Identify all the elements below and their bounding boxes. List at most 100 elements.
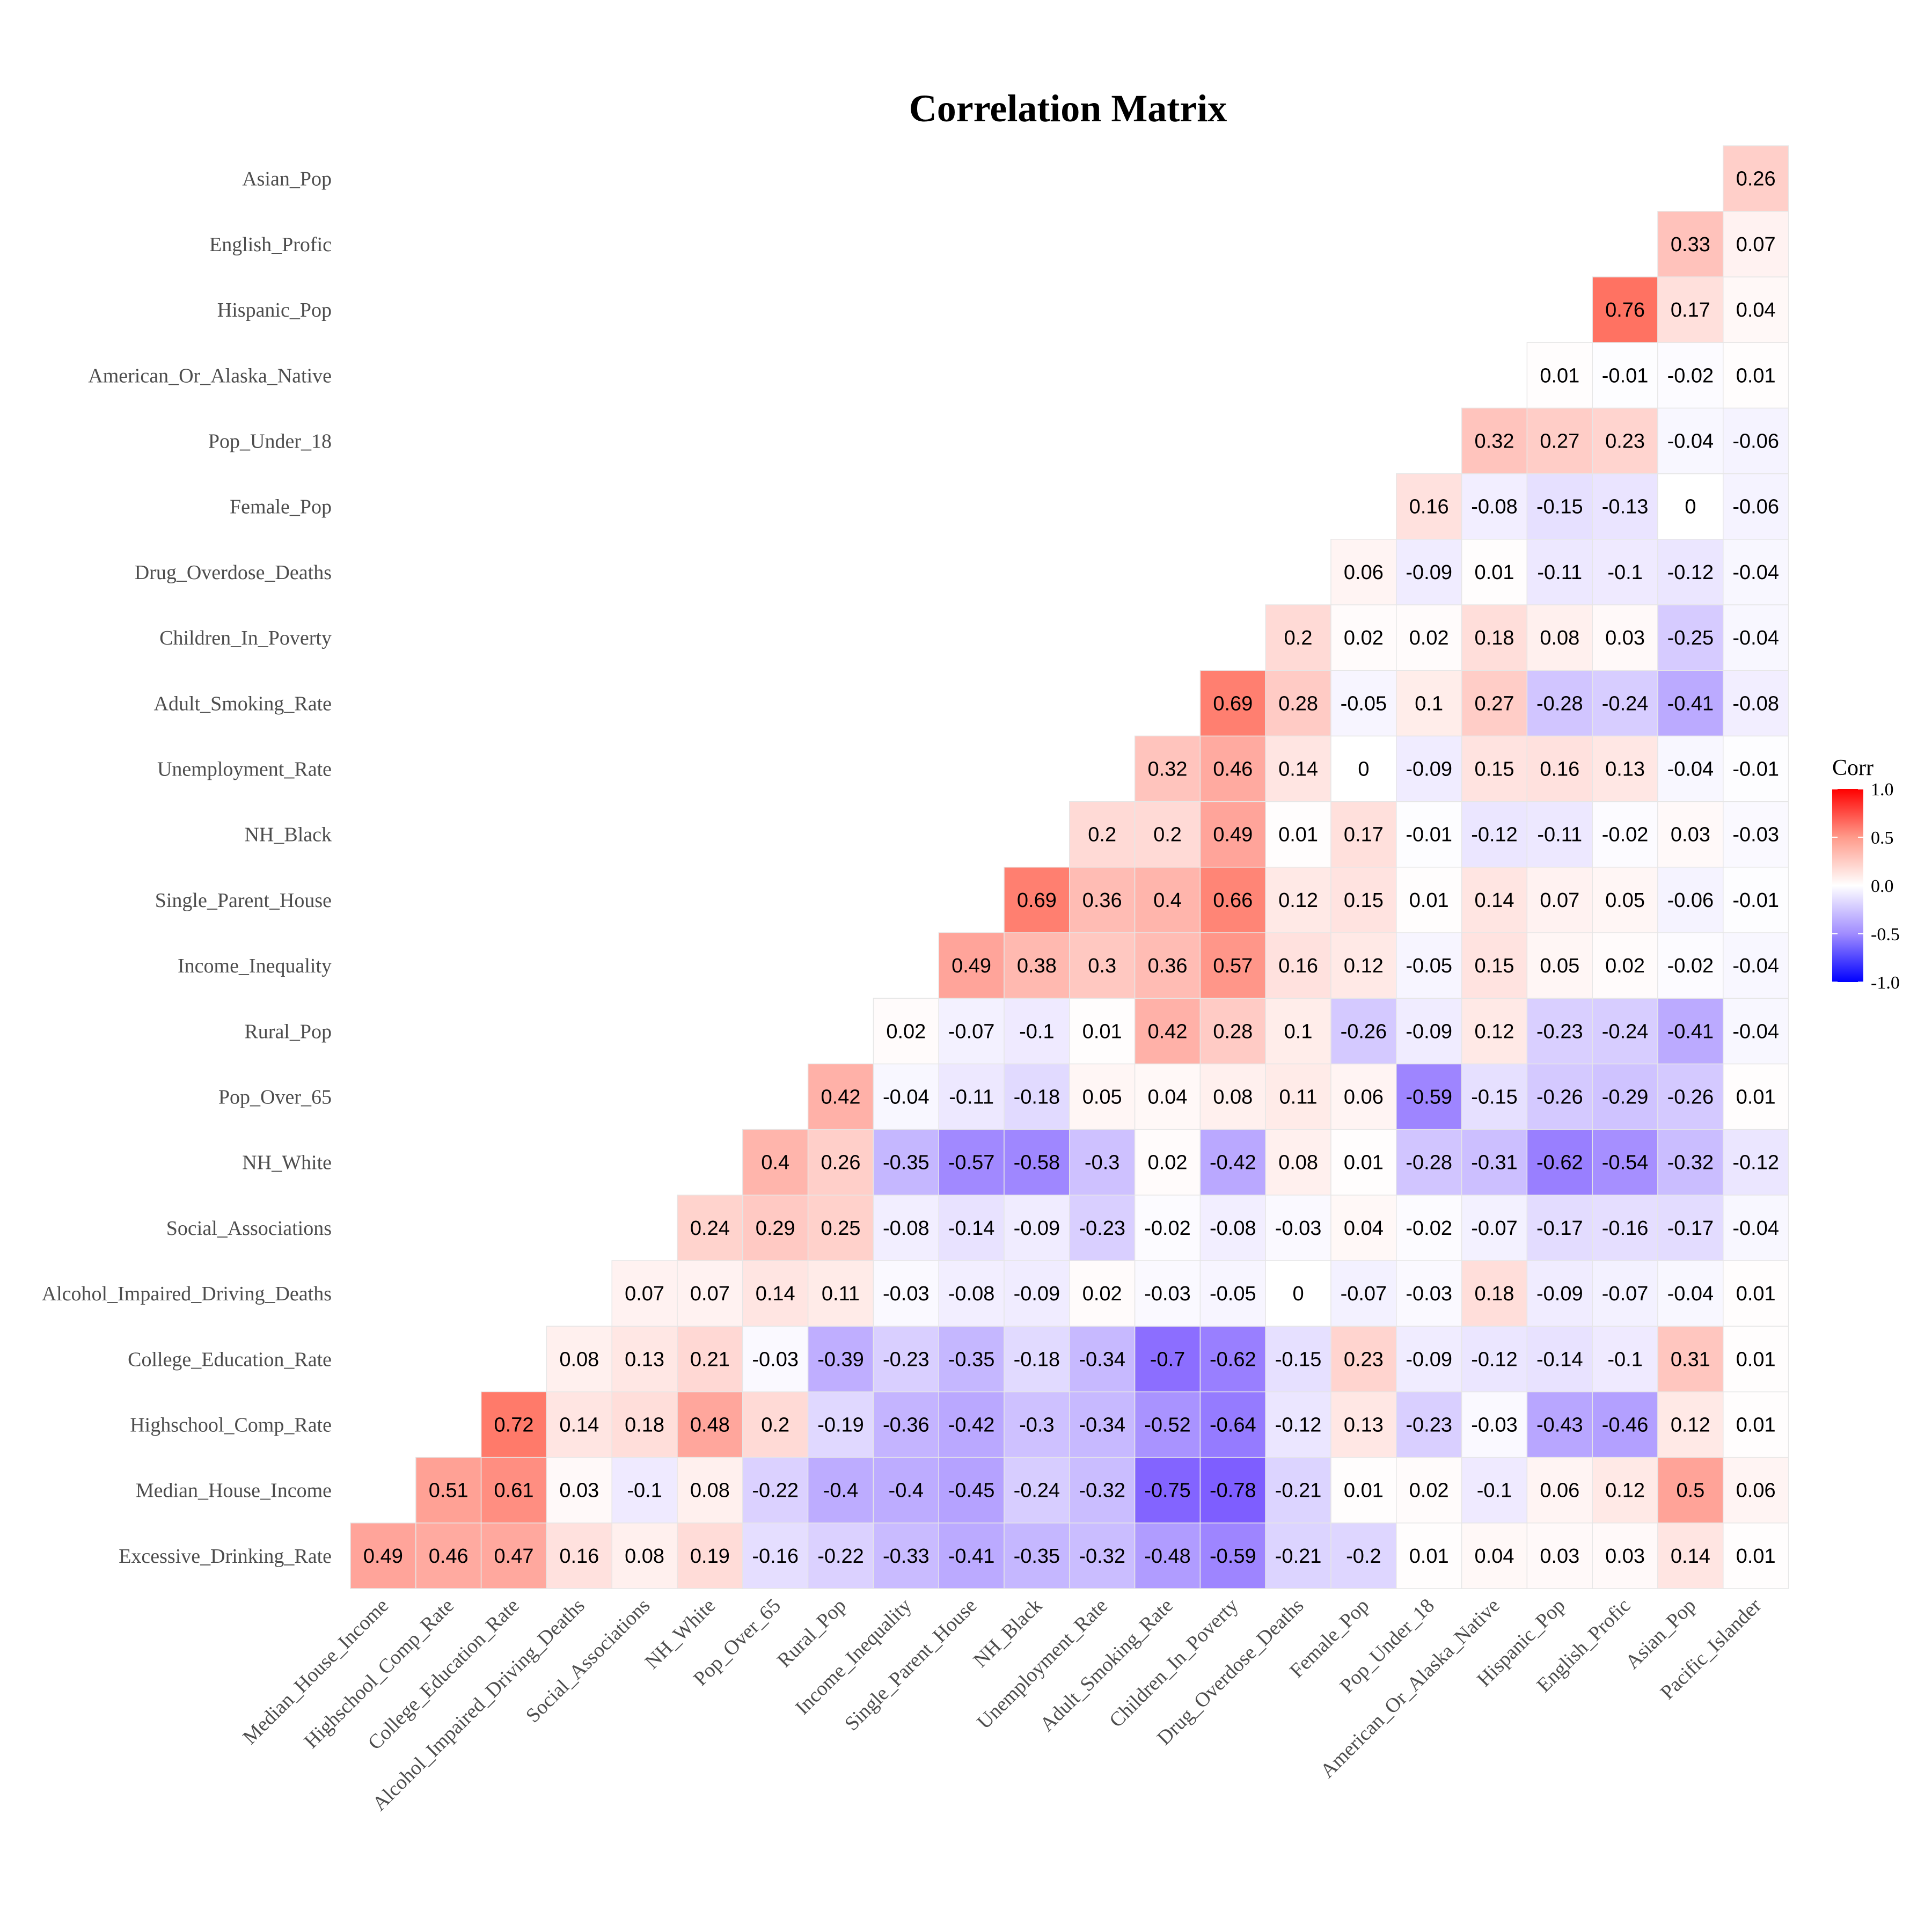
cell-value-label: -0.04 bbox=[1732, 955, 1779, 977]
cell-value-label: -0.3 bbox=[1019, 1414, 1054, 1437]
heatmap-cell bbox=[1657, 276, 1724, 343]
cell-value-label: -0.01 bbox=[1732, 758, 1779, 781]
cell-value-label: 0.46 bbox=[429, 1545, 469, 1568]
heatmap-cell bbox=[1069, 867, 1136, 933]
cell-value-label: -0.03 bbox=[1406, 1283, 1452, 1305]
heatmap-cell bbox=[1265, 1129, 1331, 1196]
cell-value-label: 0.18 bbox=[1475, 1283, 1514, 1305]
cell-value-label: -0.1 bbox=[1607, 1348, 1642, 1371]
heatmap-cell bbox=[1723, 932, 1789, 999]
cell-value-label: -0.04 bbox=[1732, 1020, 1779, 1043]
heatmap-cell bbox=[1396, 604, 1462, 671]
cell-value-label: 0.01 bbox=[1736, 1414, 1776, 1437]
legend-title: Corr bbox=[1832, 756, 1874, 780]
heatmap-cell bbox=[677, 1391, 743, 1458]
heatmap-cell bbox=[938, 1523, 1005, 1589]
cell-value-label: 0.16 bbox=[1409, 496, 1449, 518]
heatmap-cell bbox=[1592, 1457, 1658, 1524]
cell-value-label: 0.07 bbox=[690, 1283, 730, 1305]
cell-value-label: -0.75 bbox=[1144, 1480, 1191, 1502]
cell-value-label: -0.52 bbox=[1144, 1414, 1191, 1437]
cell-value-label: 0.32 bbox=[1475, 430, 1514, 453]
cell-value-label: -0.09 bbox=[1406, 561, 1452, 584]
cell-value-label: 0.14 bbox=[1671, 1545, 1710, 1568]
cell-value-label: -0.41 bbox=[1667, 1020, 1714, 1043]
heatmap-cell bbox=[807, 1063, 874, 1130]
heatmap-cell bbox=[1592, 1391, 1658, 1458]
cell-value-label: 0.03 bbox=[559, 1480, 599, 1502]
heatmap-cell bbox=[1592, 276, 1658, 343]
cell-value-label: 0.12 bbox=[1605, 1480, 1645, 1502]
cell-value-label: -0.01 bbox=[1406, 824, 1452, 846]
cell-value-label: 0.01 bbox=[1736, 364, 1776, 387]
heatmap-cell bbox=[807, 1523, 874, 1589]
cell-value-label: 0.69 bbox=[1213, 692, 1253, 715]
cell-value-label: -0.08 bbox=[1732, 692, 1779, 715]
heatmap-cell bbox=[1526, 1523, 1593, 1589]
heatmap-cell bbox=[1199, 735, 1266, 802]
cell-value-label: -0.15 bbox=[1275, 1348, 1322, 1371]
heatmap-cell bbox=[1526, 867, 1593, 933]
cell-value-label: 0.06 bbox=[1540, 1480, 1579, 1502]
legend-tick-label: 0.5 bbox=[1871, 828, 1894, 848]
heatmap-cell bbox=[1461, 670, 1528, 737]
cell-value-label: -0.1 bbox=[1477, 1480, 1512, 1502]
cell-value-label: 0.01 bbox=[1278, 824, 1318, 846]
cell-value-label: 0.01 bbox=[1344, 1152, 1384, 1174]
heatmap-cell bbox=[807, 1129, 874, 1196]
cell-value-label: 0.01 bbox=[1736, 1348, 1776, 1371]
cell-value-label: -0.05 bbox=[1406, 955, 1452, 977]
heatmap-cell bbox=[1526, 539, 1593, 605]
cell-value-label: -0.02 bbox=[1406, 1217, 1452, 1240]
cell-value-label: -0.31 bbox=[1471, 1152, 1518, 1174]
heatmap-cell bbox=[1330, 670, 1397, 737]
y-tick-label: American_Or_Alaska_Native bbox=[88, 364, 332, 387]
heatmap-cell bbox=[1592, 735, 1658, 802]
cell-value-label: 0.57 bbox=[1213, 955, 1253, 977]
heatmap-cell bbox=[1004, 1063, 1070, 1130]
cell-value-label: -0.35 bbox=[948, 1348, 995, 1371]
heatmap-cell bbox=[1526, 342, 1593, 409]
heatmap-cell bbox=[1199, 1457, 1266, 1524]
heatmap-cell bbox=[807, 1457, 874, 1524]
cell-value-label: -0.23 bbox=[883, 1348, 930, 1371]
cell-value-label: -0.04 bbox=[1732, 627, 1779, 649]
cell-value-label: -0.34 bbox=[1079, 1348, 1125, 1371]
y-tick-label: Hispanic_Pop bbox=[217, 299, 332, 321]
heatmap-cell bbox=[1526, 932, 1593, 999]
heatmap-cell bbox=[677, 1260, 743, 1327]
heatmap-cell bbox=[1330, 1260, 1397, 1327]
heatmap-cell bbox=[1004, 1129, 1070, 1196]
cell-value-label: 0 bbox=[1685, 496, 1696, 518]
cell-value-label: -0.59 bbox=[1210, 1545, 1256, 1568]
heatmap-cell bbox=[1526, 735, 1593, 802]
heatmap-cell bbox=[742, 1129, 809, 1196]
cell-value-label: 0.49 bbox=[1213, 824, 1253, 846]
cell-value-label: -0.48 bbox=[1144, 1545, 1191, 1568]
legend-ticks: 1.0 0.5 0.0 -0.5 -1.0 bbox=[1832, 780, 1900, 993]
cell-value-label: 0.11 bbox=[1279, 1086, 1318, 1109]
cell-value-label: -0.32 bbox=[1667, 1152, 1714, 1174]
heatmap-cell bbox=[1069, 1391, 1136, 1458]
cell-value-label: 0.28 bbox=[1278, 692, 1318, 715]
heatmap-cell bbox=[1134, 735, 1201, 802]
cell-value-label: -0.12 bbox=[1732, 1152, 1779, 1174]
heatmap-cell bbox=[1134, 932, 1201, 999]
heatmap-cell bbox=[1723, 1391, 1789, 1458]
cell-value-label: 0.18 bbox=[1475, 627, 1514, 649]
cell-value-label: -0.02 bbox=[1602, 824, 1649, 846]
cell-value-label: -0.18 bbox=[1014, 1348, 1060, 1371]
heatmap-cell bbox=[1526, 1457, 1593, 1524]
heatmap-cell bbox=[938, 1129, 1005, 1196]
heatmap-cell bbox=[677, 1523, 743, 1589]
cell-value-label: 0.12 bbox=[1344, 955, 1384, 977]
heatmap-cell bbox=[742, 1195, 809, 1261]
heatmap-cell bbox=[938, 1326, 1005, 1393]
cell-value-label: -0.14 bbox=[948, 1217, 995, 1240]
cell-value-label: 0.27 bbox=[1475, 692, 1514, 715]
color-legend: Corr 1.0 0.5 0.0 -0.5 -1.0 bbox=[1832, 756, 1900, 993]
cell-value-label: -0.1 bbox=[1607, 561, 1642, 584]
cell-value-label: -0.16 bbox=[752, 1545, 799, 1568]
heatmap-cell bbox=[1657, 473, 1724, 540]
cell-value-label: -0.42 bbox=[1210, 1152, 1256, 1174]
